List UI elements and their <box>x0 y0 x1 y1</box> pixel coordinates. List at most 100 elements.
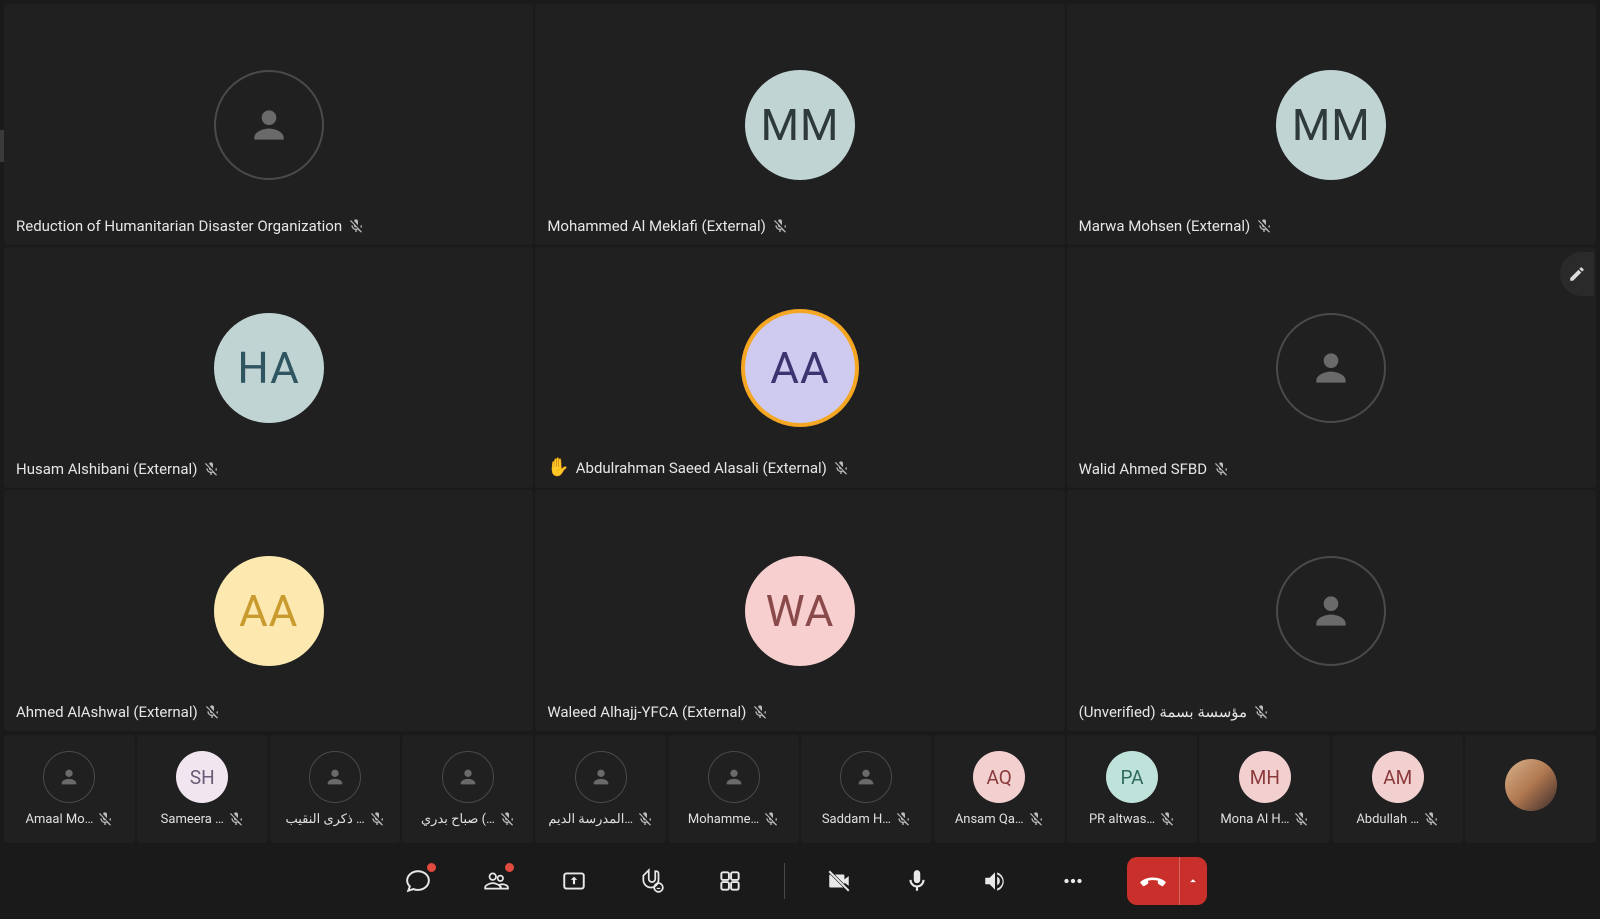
participant-caption: المدرسة الديم… <box>548 811 653 827</box>
participant-caption: Ahmed AlAshwal (External) <box>16 703 220 721</box>
overflow-participant-tile[interactable]: ذكرى النقيب … <box>270 735 401 843</box>
participant-grid: Reduction of Humanitarian Disaster Organ… <box>0 0 1600 735</box>
participant-name: Abdullah … <box>1356 812 1419 827</box>
participant-avatar: WA <box>745 556 855 666</box>
participant-caption: Amaal Mo… <box>25 811 113 827</box>
muted-mic-icon <box>1256 218 1272 234</box>
muted-mic-icon <box>833 460 849 476</box>
microphone-toggle-button[interactable] <box>893 857 941 905</box>
participant-tile[interactable]: AA ✋Abdulrahman Saeed Alasali (External) <box>535 247 1064 488</box>
participant-avatar: AQ <box>973 751 1025 803</box>
overflow-participant-tile[interactable]: صباح بدري (… <box>402 735 533 843</box>
leave-options-caret[interactable] <box>1179 857 1207 905</box>
participant-caption: صباح بدري (… <box>421 811 515 827</box>
participant-caption: (Unverified) مؤسسة بسمة <box>1079 703 1269 721</box>
view-layout-button[interactable] <box>706 857 754 905</box>
hangup-icon <box>1127 857 1179 905</box>
meeting-app: Reduction of Humanitarian Disaster Organ… <box>0 0 1600 919</box>
participant-avatar: AM <box>1372 751 1424 803</box>
muted-mic-icon <box>348 218 364 234</box>
meeting-toolbar <box>0 843 1600 919</box>
participant-caption: Mohammed Al Meklafi (External) <box>547 217 788 235</box>
participant-name: Abdulrahman Saeed Alasali (External) <box>576 459 827 477</box>
participant-name: Mohammed Al Meklafi (External) <box>547 217 766 235</box>
participant-caption: Abdullah … <box>1356 811 1439 827</box>
muted-mic-icon <box>1293 811 1309 827</box>
avatar-initials: PA <box>1120 766 1143 789</box>
muted-mic-icon <box>1028 811 1044 827</box>
overflow-participant-tile[interactable]: المدرسة الديم… <box>535 735 666 843</box>
participant-tile[interactable]: HA Husam Alshibani (External) <box>4 247 533 488</box>
overflow-participant-tile[interactable]: SHSameera … <box>137 735 268 843</box>
avatar-initials: AA <box>239 585 298 637</box>
participant-caption: Mohamme… <box>688 811 779 827</box>
avatar-initials: AA <box>770 342 829 394</box>
muted-mic-icon <box>204 704 220 720</box>
participant-caption: Marwa Mohsen (External) <box>1079 217 1273 235</box>
participant-overflow-strip: Amaal Mo… SHSameera … ذكرى النقيب … صباح بد… <box>0 735 1600 843</box>
participant-caption: Saddam H… <box>822 811 911 827</box>
overflow-participant-tile[interactable] <box>1465 735 1596 843</box>
participant-avatar: AA <box>745 313 855 423</box>
leave-call-button[interactable] <box>1127 857 1207 905</box>
participant-tile[interactable]: (Unverified) مؤسسة بسمة <box>1067 490 1596 731</box>
participant-tile[interactable]: AA Ahmed AlAshwal (External) <box>4 490 533 731</box>
participant-name: Ahmed AlAshwal (External) <box>16 703 198 721</box>
avatar-initials: HA <box>237 342 299 394</box>
muted-mic-icon <box>637 811 653 827</box>
participant-caption: Husam Alshibani (External) <box>16 460 219 478</box>
participant-avatar: MM <box>745 70 855 180</box>
participant-name: Amaal Mo… <box>25 812 93 827</box>
avatar-initials: MH <box>1250 766 1280 789</box>
participant-caption: ✋Abdulrahman Saeed Alasali (External) <box>547 457 849 478</box>
participant-tile[interactable]: WA Waleed Alhajj-YFCA (External) <box>535 490 1064 731</box>
muted-mic-icon <box>895 811 911 827</box>
participant-tile[interactable]: Reduction of Humanitarian Disaster Organ… <box>4 4 533 245</box>
participant-caption: Mona Al H… <box>1220 811 1309 827</box>
participant-avatar: PA <box>1106 751 1158 803</box>
participant-tile[interactable]: MM Marwa Mohsen (External) <box>1067 4 1596 245</box>
overflow-participant-tile[interactable]: Amaal Mo… <box>4 735 135 843</box>
share-screen-button[interactable] <box>550 857 598 905</box>
participant-avatar: MH <box>1239 751 1291 803</box>
chat-notification-dot <box>427 863 436 872</box>
speaker-toggle-button[interactable] <box>971 857 1019 905</box>
anonymous-avatar <box>309 751 361 803</box>
avatar-initials: AM <box>1383 766 1412 789</box>
participant-name: PR altwas… <box>1089 812 1155 827</box>
overflow-participant-tile[interactable]: MH Mona Al H… <box>1199 735 1330 843</box>
anonymous-avatar <box>1276 556 1386 666</box>
participant-name: Reduction of Humanitarian Disaster Organ… <box>16 217 342 235</box>
participant-name: صباح بدري (… <box>421 812 495 827</box>
chat-button[interactable] <box>394 857 442 905</box>
participant-avatar: MM <box>1276 70 1386 180</box>
avatar-initials: MM <box>761 99 840 151</box>
avatar-initials: AQ <box>987 766 1012 789</box>
participant-avatar: AA <box>214 556 324 666</box>
overflow-participant-tile[interactable]: AM Abdullah … <box>1332 735 1463 843</box>
participant-tile[interactable]: Walid Ahmed SFBD <box>1067 247 1596 488</box>
muted-mic-icon <box>752 704 768 720</box>
camera-toggle-button[interactable] <box>815 857 863 905</box>
overflow-participant-tile[interactable]: Saddam H… <box>801 735 932 843</box>
participant-caption: Sameera … <box>161 811 244 827</box>
muted-mic-icon <box>1159 811 1175 827</box>
participant-name: ذكرى النقيب … <box>285 812 364 827</box>
participant-name: Mona Al H… <box>1220 812 1289 827</box>
muted-mic-icon <box>228 811 244 827</box>
participant-name: Sameera … <box>161 812 224 827</box>
overflow-participant-tile[interactable]: AQAnsam Qa… <box>934 735 1065 843</box>
participant-tile[interactable]: MM Mohammed Al Meklafi (External) <box>535 4 1064 245</box>
overflow-participant-tile[interactable]: Mohamme… <box>668 735 799 843</box>
overflow-participant-tile[interactable]: PA PR altwas… <box>1067 735 1198 843</box>
participant-caption: Waleed Alhajj-YFCA (External) <box>547 703 768 721</box>
participant-caption: ذكرى النقيب … <box>285 811 384 827</box>
muted-mic-icon <box>369 811 385 827</box>
anonymous-avatar <box>575 751 627 803</box>
anonymous-avatar <box>214 70 324 180</box>
muted-mic-icon <box>1253 704 1269 720</box>
participants-button[interactable] <box>472 857 520 905</box>
more-options-button[interactable] <box>1049 857 1097 905</box>
reactions-button[interactable] <box>628 857 676 905</box>
anonymous-avatar <box>708 751 760 803</box>
